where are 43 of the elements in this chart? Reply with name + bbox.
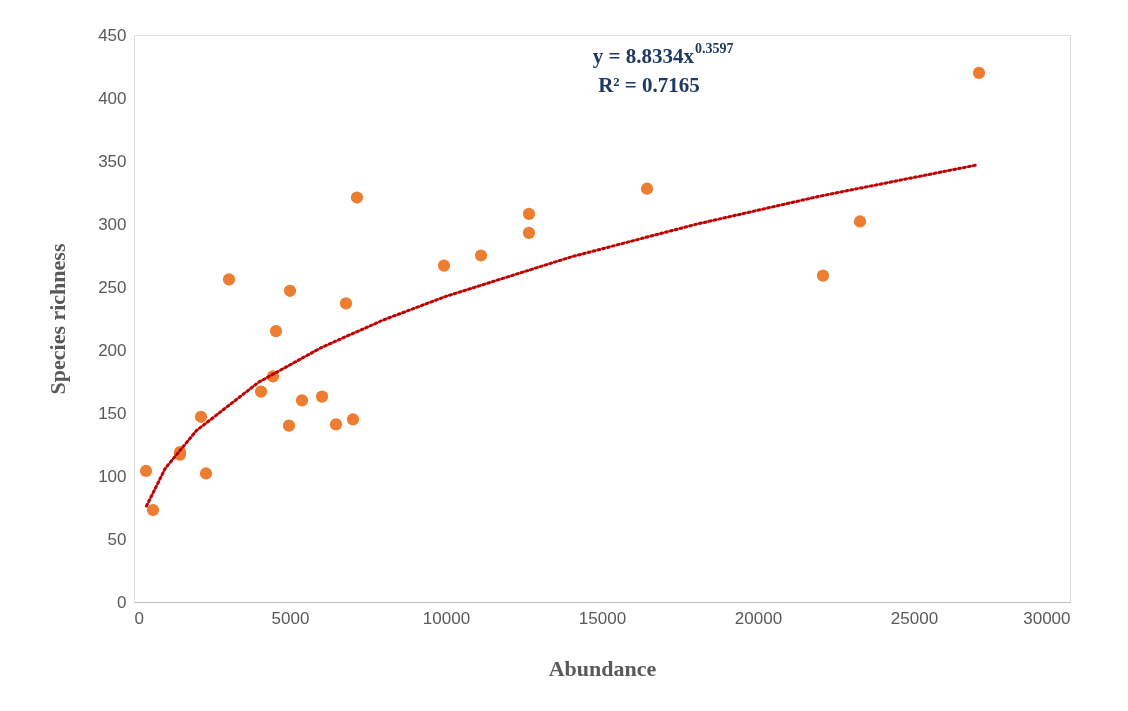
point xyxy=(139,464,153,478)
y-axis-title: Species richness xyxy=(45,243,71,395)
y-tick-label: 50 xyxy=(107,529,127,549)
y-tick-label: 100 xyxy=(98,466,127,486)
x-axis-title: Abundance xyxy=(548,655,657,681)
point xyxy=(816,269,830,282)
point xyxy=(199,467,213,480)
y-tick-label: 350 xyxy=(98,151,127,171)
point xyxy=(522,207,536,221)
point xyxy=(146,503,160,517)
x-tick-label: 20000 xyxy=(734,608,783,628)
point xyxy=(282,419,296,432)
point xyxy=(194,410,208,423)
x-tick-label: 15000 xyxy=(578,608,627,628)
point xyxy=(295,394,309,407)
y-tick-label: 450 xyxy=(98,25,127,45)
point xyxy=(329,418,343,431)
point xyxy=(522,226,536,239)
point xyxy=(437,259,451,272)
x-tick-label: 10000 xyxy=(422,608,471,628)
point xyxy=(474,249,488,262)
point xyxy=(972,66,986,79)
y-tick-label: 200 xyxy=(98,340,127,360)
point xyxy=(853,215,867,228)
point xyxy=(346,413,360,426)
point xyxy=(315,390,329,403)
x-tick-label: 5000 xyxy=(271,608,310,628)
point xyxy=(222,273,236,286)
x-tick-label: 0 xyxy=(134,608,144,628)
y-tick-label: 0 xyxy=(117,592,127,612)
y-tick-label: 300 xyxy=(98,214,127,234)
point xyxy=(640,182,654,195)
point xyxy=(283,284,297,297)
x-tick-label: 30000 xyxy=(1023,608,1071,628)
point xyxy=(269,324,283,338)
x-tick-label: 25000 xyxy=(890,608,939,628)
point xyxy=(339,297,353,310)
point xyxy=(350,191,364,204)
point xyxy=(254,385,268,398)
y-tick-label: 250 xyxy=(98,277,127,297)
y-tick-label: 400 xyxy=(98,88,127,108)
annotation: R² = 0.7165 xyxy=(598,73,700,97)
y-tick-label: 150 xyxy=(98,403,127,423)
